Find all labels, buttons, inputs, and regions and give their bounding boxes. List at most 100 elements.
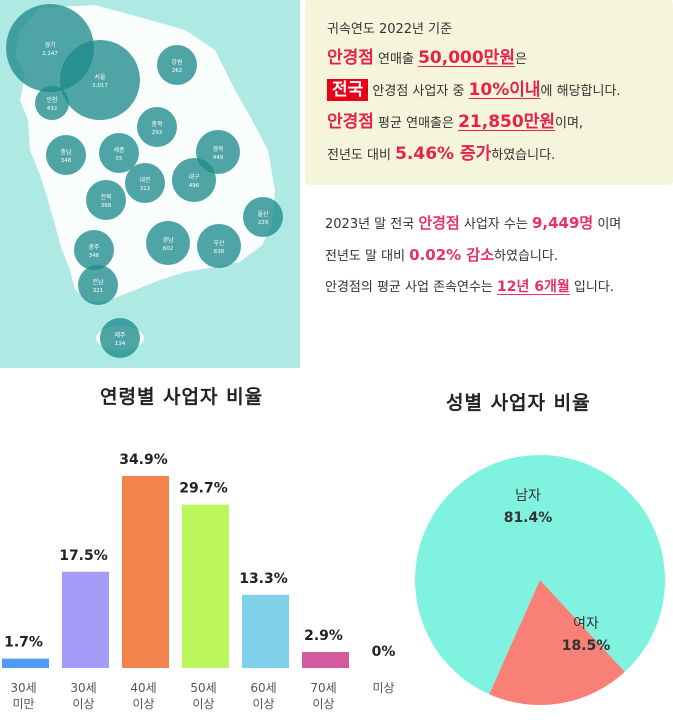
region-11-bubble: [243, 197, 283, 237]
bar-category-label-1-1: 이상: [72, 697, 94, 711]
region-3-value: 262: [172, 68, 183, 74]
region-4-value: 293: [152, 130, 163, 136]
gender-pie-chart: 남자 81.4% 여자 18.5%: [415, 455, 665, 705]
region-6-name: 세종: [113, 146, 125, 154]
gender-chart-title: 성별 사업자 비율: [446, 392, 591, 414]
bar-4: [242, 594, 289, 668]
stats-text: 2023년 말 전국 안경점 사업자 수는 9,449명 이며 전년도 말 대비…: [325, 208, 673, 303]
korea-map-panel: 경기 2,147 서울 2,017 인천 432 강원 262 충북 293 충남 348 세종 55 대전…: [0, 0, 300, 368]
region-14-name: 광주: [88, 244, 100, 251]
bar-category-label-1-0: 30세: [70, 681, 96, 695]
stats-s1-c: 사업자 수는: [459, 217, 532, 232]
info-l4-a: 전년도 대비: [327, 148, 396, 163]
bar-category-label-0-1: 미만: [12, 697, 34, 711]
info-growth: 5.46% 증가: [395, 144, 492, 164]
region-4-bubble: [137, 107, 177, 147]
bar-category-label-4-0: 60세: [250, 681, 276, 695]
region-15-bubble: [78, 265, 118, 305]
region-10-name: 전북: [100, 193, 112, 201]
stats-line-1: 2023년 말 전국 안경점 사업자 수는 9,449명 이며: [325, 208, 673, 240]
info-store-word-2: 안경점: [327, 112, 374, 132]
region-9-bubble: [172, 158, 216, 202]
bar-category-label-3-1: 이상: [192, 697, 214, 711]
info-store-word: 안경점: [327, 48, 374, 68]
region-5-name: 충남: [60, 148, 72, 156]
bar-value-label-1: 17.5%: [59, 548, 108, 564]
region-14-value: 346: [89, 253, 100, 259]
info-l3-d: 이며,: [554, 116, 584, 131]
region-10-bubble: [86, 180, 126, 220]
region-8-name: 경북: [212, 146, 224, 153]
region-10-value: 368: [101, 203, 112, 209]
info-caption: 귀속연도 2022년 기준: [327, 22, 453, 37]
stats-store-word: 안경점: [418, 214, 460, 232]
info-nationwide-tag: 전국: [327, 79, 369, 101]
bar-category-label-4-1: 이상: [252, 697, 274, 711]
info-box: 귀속연도 2022년 기준 안경점 연매출 50,000만원은 전국 안경점 사…: [305, 0, 673, 185]
info-line-4: 전년도 대비 5.46% 증가하였습니다.: [327, 139, 673, 171]
pie-slice-value-1: 18.5%: [562, 638, 611, 654]
region-4-name: 충북: [151, 120, 163, 128]
age-chart-title: 연령별 사업자 비율: [100, 386, 264, 408]
info-l2-b: 안경점 사업자 중: [368, 84, 469, 99]
stats-s3-a: 안경점의 평균 사업 존속연수는: [325, 280, 498, 295]
region-13-value: 638: [214, 249, 225, 255]
region-15-value: 321: [93, 288, 104, 294]
pie-slice-value-0: 81.4%: [504, 510, 553, 526]
bar-value-label-0: 1.7%: [4, 635, 43, 651]
region-12-value: 602: [163, 246, 174, 252]
region-13-bubble: [197, 224, 241, 268]
info-l1-d: 은: [514, 52, 527, 67]
bar-category-label-2-0: 40세: [130, 681, 156, 695]
region-0-value: 2,147: [42, 51, 58, 57]
stats-business-count: 9,449명: [531, 214, 594, 232]
region-1-name: 서울: [94, 73, 106, 81]
bar-value-label-5: 2.9%: [304, 628, 343, 644]
region-6-bubble: [99, 133, 139, 173]
stats-s1-e: 이며: [593, 217, 622, 232]
region-15-name: 전남: [92, 278, 104, 286]
region-14-bubble: [74, 230, 114, 270]
pie-slice-name-0: 남자: [515, 488, 541, 504]
region-9-value: 496: [189, 183, 200, 189]
bar-1: [62, 571, 109, 668]
region-8-value: 449: [213, 155, 224, 161]
region-13-name: 부산: [213, 239, 225, 247]
region-5-bubble: [46, 135, 86, 175]
region-2-value: 432: [47, 106, 58, 112]
pie-slice-name-1: 여자: [573, 616, 599, 632]
bar-value-label-3: 29.7%: [179, 481, 228, 497]
info-sales-threshold: 50,000만원: [418, 48, 515, 68]
region-2-bubble: [35, 86, 69, 120]
bar-5: [302, 652, 349, 668]
stats-line-3: 안경점의 평균 사업 존속연수는 12년 6개월 입니다.: [325, 272, 673, 303]
region-5-value: 348: [61, 158, 72, 164]
region-12-bubble: [146, 221, 190, 265]
bar-3: [182, 504, 229, 668]
region-9-name: 대구: [188, 173, 200, 181]
pie-slice-1: [489, 580, 625, 705]
info-l4-c: 하였습니다.: [491, 148, 556, 163]
region-12-name: 경남: [162, 236, 174, 244]
bar-2: [122, 476, 169, 668]
bar-category-label-5-1: 이상: [312, 697, 334, 711]
region-7-bubble: [125, 163, 165, 203]
stats-s3-c: 입니다.: [569, 280, 614, 295]
region-7-value: 312: [140, 186, 151, 192]
region-3-bubble: [157, 45, 197, 85]
region-16-bubble: [100, 318, 140, 358]
stats-s2-a: 전년도 말 대비: [325, 249, 410, 264]
info-l3-b: 평균 연매출은: [373, 116, 459, 131]
bar-category-label-3-0: 50세: [190, 681, 216, 695]
region-1-value: 2,017: [92, 83, 108, 89]
info-line-2: 전국 안경점 사업자 중 10%이내에 해당합니다.: [327, 75, 673, 107]
region-1-bubble: [60, 40, 140, 120]
info-l1-b: 연매출: [373, 52, 419, 67]
bar-0: [2, 658, 49, 668]
info-line-3: 안경점 평균 연매출은 21,850만원이며,: [327, 107, 673, 139]
bar-category-label-6-0: 미상: [372, 681, 394, 695]
stats-duration: 12년 6개월: [497, 279, 570, 295]
region-bubbles: 경기 2,147 서울 2,017 인천 432 강원 262 충북 293 충남 348 세종 55 대전…: [6, 4, 283, 358]
stats-s2-c: 하였습니다.: [494, 249, 558, 264]
